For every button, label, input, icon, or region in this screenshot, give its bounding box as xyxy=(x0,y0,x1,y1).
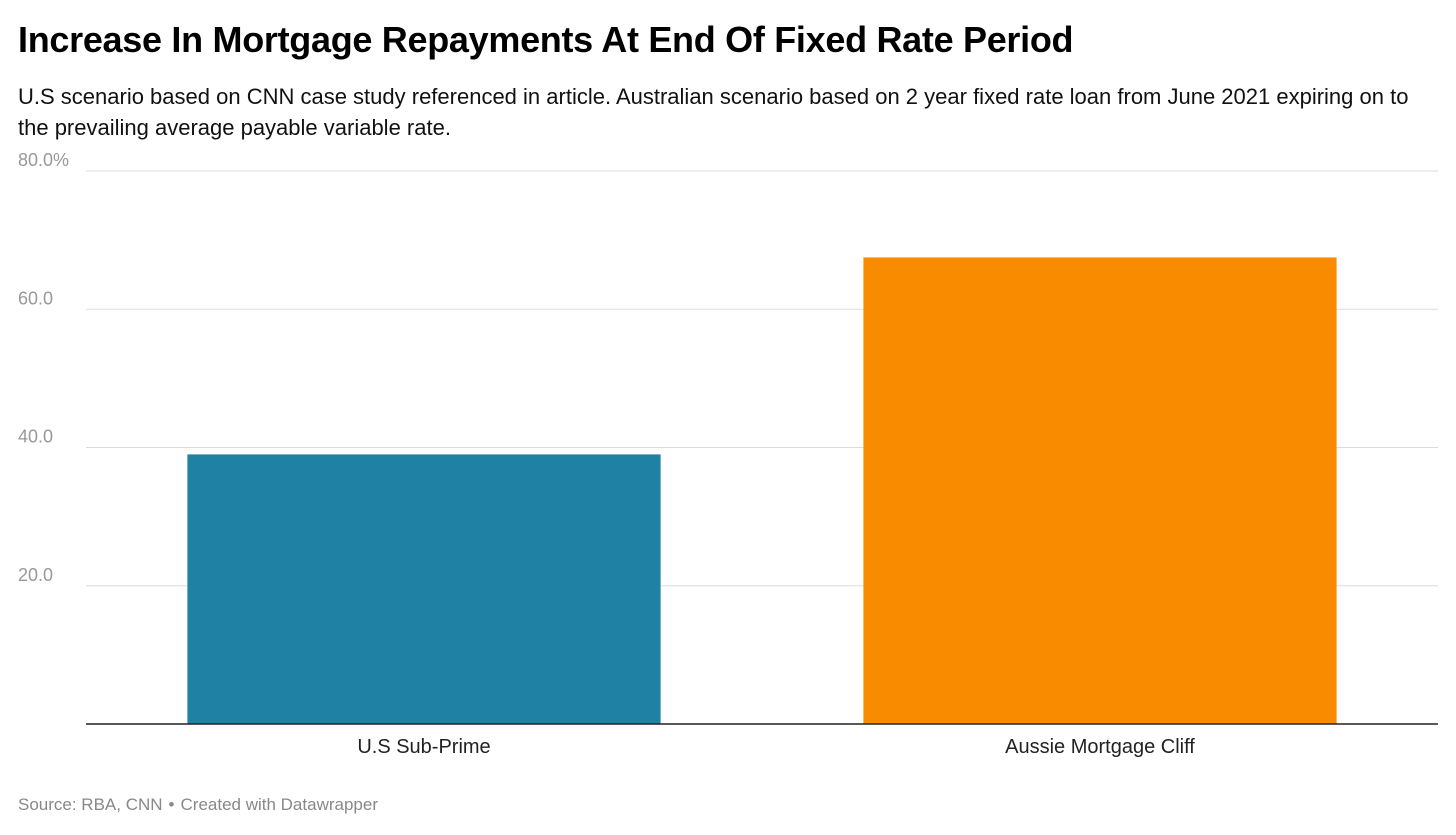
chart-subtitle: U.S scenario based on CNN case study ref… xyxy=(18,84,1409,140)
bar-u-s-sub-prime[interactable] xyxy=(187,454,661,724)
x-tick-label: Aussie Mortgage Cliff xyxy=(1005,736,1195,758)
axis-layer: 20.0 40.0 60.0 80.0% U.S Sub-Prime Aussie Mor… xyxy=(18,150,1438,758)
chart-title: Increase In Mortgage Repayments At End O… xyxy=(18,19,1074,60)
x-tick-label: U.S Sub-Prime xyxy=(357,736,490,758)
y-tick-label: 20.0 xyxy=(18,565,53,585)
y-tick-label: 60.0 xyxy=(18,288,53,308)
y-tick-label: 80.0% xyxy=(18,150,69,170)
bar-layer xyxy=(187,257,1337,724)
footer-separator: • xyxy=(168,795,175,814)
chart-footer: Source: RBA, CNN • Created with Datawrappe… xyxy=(18,793,378,817)
bar-aussie-mortgage-cliff[interactable] xyxy=(863,257,1337,724)
y-tick-label: 40.0 xyxy=(18,427,53,447)
source-note: Source: RBA, CNN xyxy=(18,795,163,814)
credit-link[interactable]: Created with Datawrapper xyxy=(180,795,378,814)
